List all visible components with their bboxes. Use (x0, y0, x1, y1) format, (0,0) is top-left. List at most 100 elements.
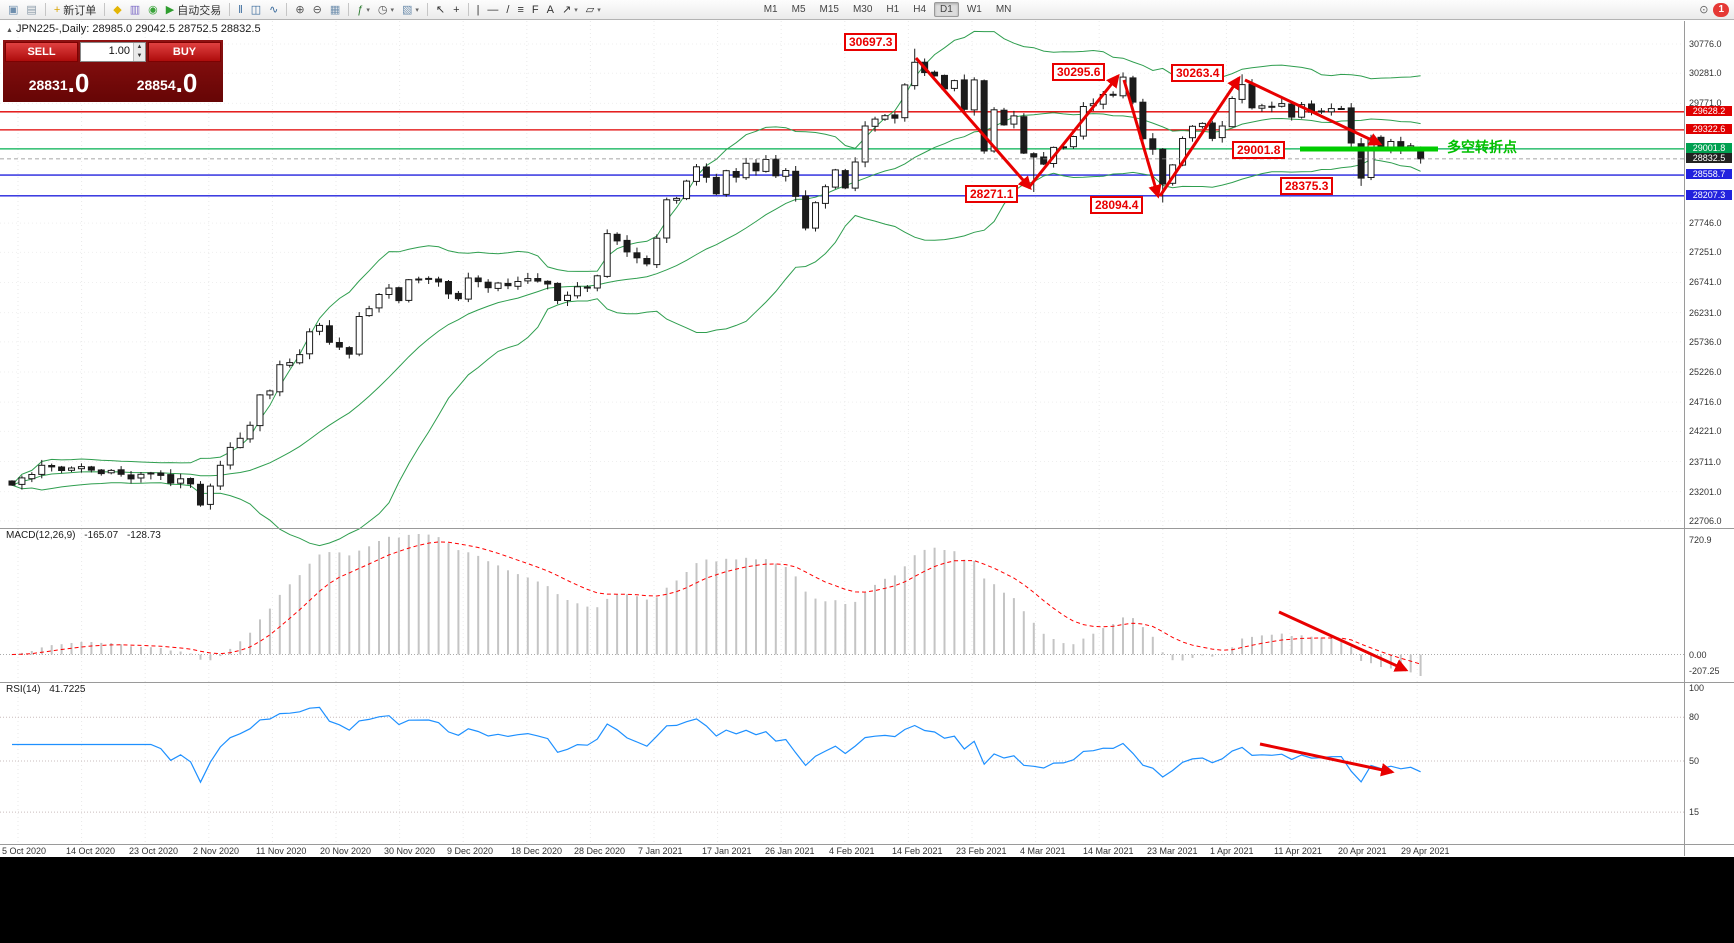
candle-body (812, 202, 820, 229)
macd-histogram-bar (1003, 592, 1005, 655)
tile-windows-icon[interactable]: ▦ (327, 2, 343, 18)
macd-histogram-bar (1181, 654, 1184, 661)
expert-advisors-icon[interactable]: ◉ (145, 2, 161, 18)
line-chart-type-icon[interactable]: ∿ (266, 2, 281, 18)
macd-histogram-bar (1211, 654, 1214, 657)
macd-histogram-bar (477, 555, 480, 655)
date-axis-label: 14 Oct 2020 (66, 846, 116, 856)
chart-window-icon[interactable]: ▣ (5, 2, 21, 18)
timeframe-h4[interactable]: H4 (913, 4, 927, 15)
rsi-trend-arrow[interactable] (1259, 742, 1395, 777)
trend-arrow[interactable] (1028, 73, 1120, 187)
market-depth-icon[interactable]: ▥ (127, 2, 143, 18)
date-axis-label: 20 Nov 2020 (320, 846, 372, 856)
candle-body (881, 115, 889, 120)
candle-body (415, 278, 423, 281)
macd-histogram-bar (566, 600, 569, 655)
timeframe-m15[interactable]: M15 (819, 4, 839, 15)
macd-trend-arrow[interactable] (1278, 610, 1409, 672)
timeframe-d1[interactable]: D1 (934, 2, 959, 17)
zoom-out-icon[interactable]: ⊖ (310, 2, 325, 18)
candle-body (613, 233, 621, 242)
candle-body (891, 114, 899, 119)
search-icon[interactable]: ⊙ (1696, 2, 1711, 18)
text-label-icon[interactable]: A (544, 2, 557, 18)
date-axis-label: 9 Dec 2020 (447, 846, 494, 856)
price-axis-badge: 29001.8 (1686, 143, 1732, 153)
timeframe-h1[interactable]: H1 (886, 4, 900, 15)
macd-histogram-bar (497, 565, 500, 655)
date-axis-label: 30 Nov 2020 (384, 846, 436, 856)
notifications-badge[interactable]: 1 (1713, 2, 1729, 17)
candle-body (1228, 98, 1236, 128)
volume-increase-button[interactable]: ▲ (134, 43, 145, 52)
macd-axis-label: -207.25 (1689, 666, 1720, 676)
macd-histogram-bar (288, 584, 291, 655)
candle-body (1268, 105, 1276, 108)
periods-button[interactable]: ◷ ▾ (375, 2, 397, 18)
channel-icon[interactable]: ≡ (514, 2, 526, 18)
candle-body (623, 239, 631, 253)
timeframe-m1[interactable]: M1 (763, 4, 778, 15)
macd-histogram-bar (40, 647, 43, 655)
candle-body (593, 275, 601, 289)
periods-button: ◷ (377, 3, 388, 16)
bar-chart-type-icon[interactable]: ‖ (235, 2, 246, 18)
macd-histogram-bar (179, 651, 182, 655)
shapes-icon[interactable]: ▱ ▾ (583, 2, 604, 18)
chevron-down-icon: ▾ (415, 6, 419, 14)
macd-histogram-bar (1270, 634, 1273, 655)
vertical-line-icon[interactable]: | (474, 2, 483, 18)
macd-histogram-bar (1161, 652, 1164, 655)
favorites-icon[interactable]: ◆ (110, 2, 124, 18)
candle-body (712, 176, 720, 195)
autotrading-button[interactable]: ▶ 自动交易 (163, 2, 224, 18)
macd-histogram-bar (159, 648, 162, 655)
pane-separator[interactable] (0, 682, 1734, 683)
profiles-icon[interactable]: ▤ (23, 2, 39, 18)
buy-price-big: .0 (175, 68, 198, 98)
macd-histogram-bar (1260, 635, 1263, 655)
timeframe-m5[interactable]: M5 (791, 4, 806, 15)
candle-body (1139, 101, 1147, 140)
trend-arrow[interactable] (1122, 79, 1162, 199)
zoom-in-icon[interactable]: ⊕ (292, 2, 307, 18)
volume-value[interactable]: 1.00 (108, 45, 130, 57)
arrows-tool-icon[interactable]: ↗ ▾ (559, 2, 581, 18)
sell-button[interactable]: SELL (5, 42, 78, 62)
candlestick-chart-type-icon[interactable]: ◫ (248, 2, 264, 18)
macd-histogram-bar (427, 534, 430, 655)
volume-decrease-button[interactable]: ▼ (134, 52, 145, 61)
macd-histogram-bar (755, 559, 757, 655)
candle-body (752, 162, 760, 172)
candle-body (246, 424, 254, 440)
candle-body (286, 362, 294, 366)
macd-histogram-bar (884, 578, 886, 655)
templates-button[interactable]: ▧ ▾ (399, 2, 422, 18)
trend-arrow[interactable] (1158, 75, 1241, 197)
pane-separator (0, 844, 1734, 845)
candle-body (226, 446, 234, 466)
toolbar-separator (286, 3, 288, 16)
macd-histogram-bar (30, 651, 33, 655)
trend-arrow[interactable] (914, 57, 1032, 191)
timeframe-m30[interactable]: M30 (852, 4, 873, 15)
zoom-out-icon: ⊖ (312, 3, 322, 16)
trendline-icon[interactable]: / (503, 2, 512, 18)
indicators-button[interactable]: ƒ ▾ (354, 2, 373, 18)
timeframe-mn[interactable]: MN (995, 4, 1012, 15)
fibonacci-icon[interactable]: F (529, 2, 542, 18)
macd-histogram-bar (596, 607, 599, 655)
timeframe-w1[interactable]: W1 (966, 4, 982, 15)
arrows-tool-icon: ↗ (561, 3, 572, 16)
horizontal-line-icon[interactable]: — (484, 2, 501, 18)
crosshair-icon[interactable]: + (450, 2, 462, 18)
pane-separator[interactable] (0, 528, 1734, 529)
macd-histogram-bar (447, 543, 450, 655)
trend-arrow[interactable] (1244, 78, 1383, 146)
buy-button[interactable]: BUY (148, 42, 221, 62)
cursor-icon[interactable]: ↖ (433, 2, 448, 18)
new-order-button[interactable]: + 新订单 (51, 2, 99, 18)
volume-stepper[interactable]: 1.00 ▲ ▼ (80, 42, 146, 62)
